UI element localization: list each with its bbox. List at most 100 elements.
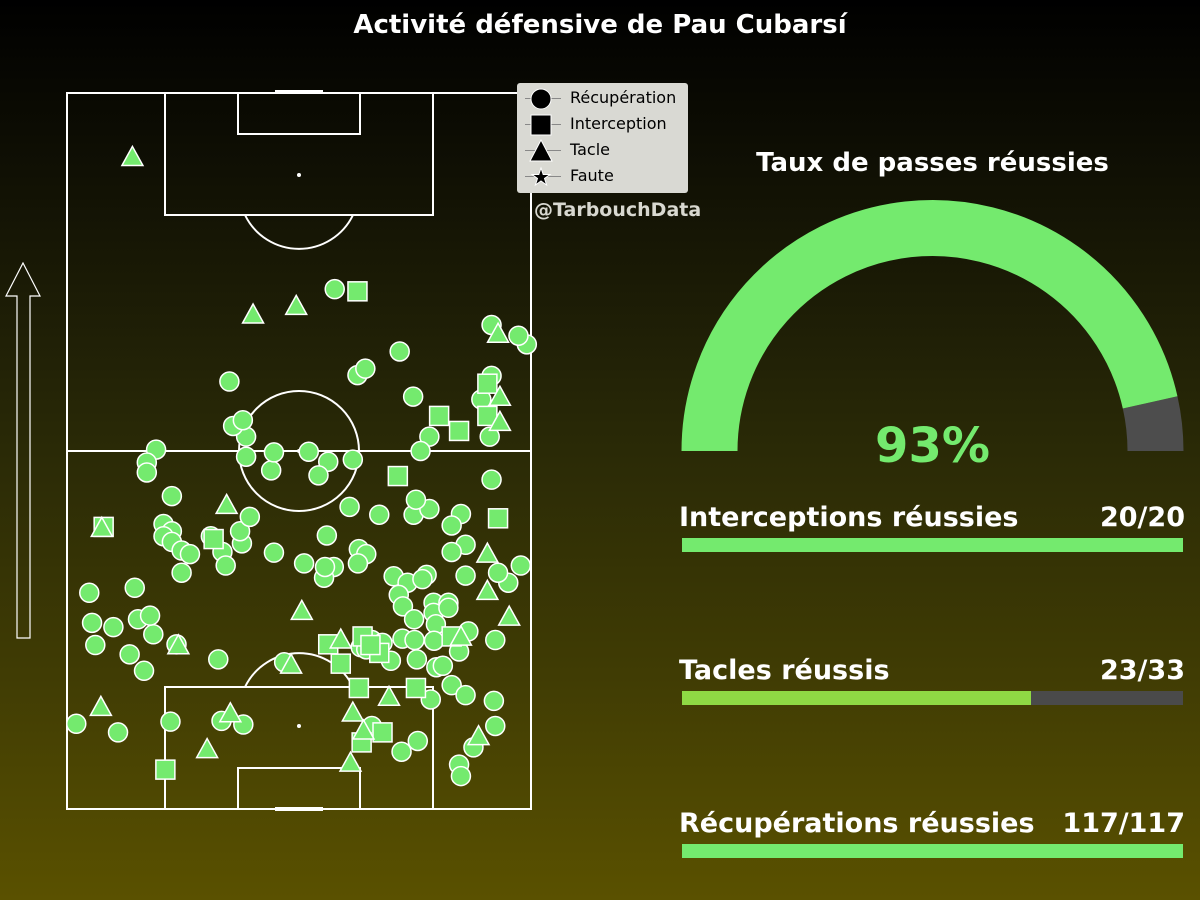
triangle-marker [488,384,512,407]
circle-marker [455,565,476,586]
square-marker [330,653,352,674]
square-marker [372,722,393,743]
triangle-marker [89,694,113,717]
circle-marker [239,506,261,528]
triangle-marker [195,737,219,759]
legend: Récupération Interception Tacle Faute [517,83,688,193]
triangle-marker [475,578,500,601]
triangle-marker [377,684,401,707]
circle-marker [260,460,282,481]
stat-value: 23/33 [1099,655,1185,686]
stat-bar-track [682,691,1183,705]
gauge-track [1122,396,1184,452]
circle-marker [339,496,360,518]
pitch [66,144,538,810]
circle-marker [298,441,319,462]
gauge-value: 93% [875,418,990,474]
circle-marker-icon [530,88,552,110]
circle-marker [369,504,390,525]
square-marker [360,634,381,656]
circle-marker [479,426,500,447]
circle-marker [85,634,106,656]
triangle-marker [328,627,353,649]
triangle-marker [290,598,314,621]
circle-marker [410,440,431,462]
circle-marker [179,543,201,565]
square-marker [448,420,470,442]
legend-item-interception: Interception [517,111,688,137]
circle-marker [508,325,529,346]
circle-marker [143,624,164,645]
circle-marker [441,515,462,536]
circle-marker [441,541,462,563]
circle-marker [412,568,433,590]
chart-title: Activité défensive de Pau Cubarsí [353,10,847,40]
circle-marker [423,630,445,651]
stat-name: Tacles réussis [679,655,890,686]
circle-marker [229,520,251,542]
triangle-marker [218,701,243,723]
circle-marker [355,358,376,379]
action-markers [66,144,538,787]
circle-marker [389,341,410,362]
circle-marker [403,609,425,630]
circle-marker [432,655,454,677]
circle-marker [510,555,532,576]
square-marker [477,373,498,394]
top-penalty-spot [297,173,301,177]
bottom-six-yard-box [237,767,361,810]
square-marker [347,281,368,302]
circle-marker [119,644,140,665]
circle-marker [481,469,502,490]
stat-bar-fill [682,844,1183,858]
circle-marker [404,629,425,651]
circle-marker [215,555,236,576]
triangle-marker [351,718,376,740]
square-marker [405,677,427,699]
circle-marker [171,562,192,583]
circle-marker [314,556,336,578]
legend-item-faute: Faute [517,163,688,189]
triangle-marker [497,604,521,626]
circle-marker [263,442,285,463]
circle-marker [485,629,506,651]
bottom-penalty-spot [297,724,301,728]
circle-marker [232,409,254,431]
stat-value: 117/117 [1062,808,1185,839]
stat-bar-fill [682,538,1183,552]
circle-marker [124,577,145,599]
circle-marker [103,616,124,638]
triangle-marker [214,492,239,515]
circle-marker [483,690,505,712]
circle-marker [316,525,338,546]
stat-bar-track [682,844,1183,858]
attack-direction-arrow-icon [5,262,41,639]
square-marker [155,759,176,780]
circle-marker [438,597,459,619]
circle-marker [487,562,509,583]
circle-marker [347,553,369,574]
square-marker [487,508,509,529]
circle-marker [133,660,155,682]
legend-item-recuperation: Récupération [517,85,688,111]
triangle-marker-icon [529,139,553,162]
circle-marker [66,713,87,735]
circle-marker [293,553,315,574]
circle-marker [392,596,414,617]
circle-marker [342,449,364,470]
stat-value: 20/20 [1099,502,1185,533]
circle-marker [455,684,476,706]
circle-marker [81,612,103,634]
stat-name: Récupérations réussies [679,808,1035,839]
triangle-marker [120,144,145,167]
square-marker [203,528,224,550]
circle-marker [263,542,285,563]
circle-marker [136,462,158,483]
triangle-marker [279,652,303,674]
legend-label: Interception [570,114,667,133]
stat-name: Interceptions réussies [679,502,1019,533]
circle-marker [208,649,229,670]
circle-marker [406,649,428,670]
star-marker-icon [530,166,552,187]
triangle-marker [475,541,500,563]
